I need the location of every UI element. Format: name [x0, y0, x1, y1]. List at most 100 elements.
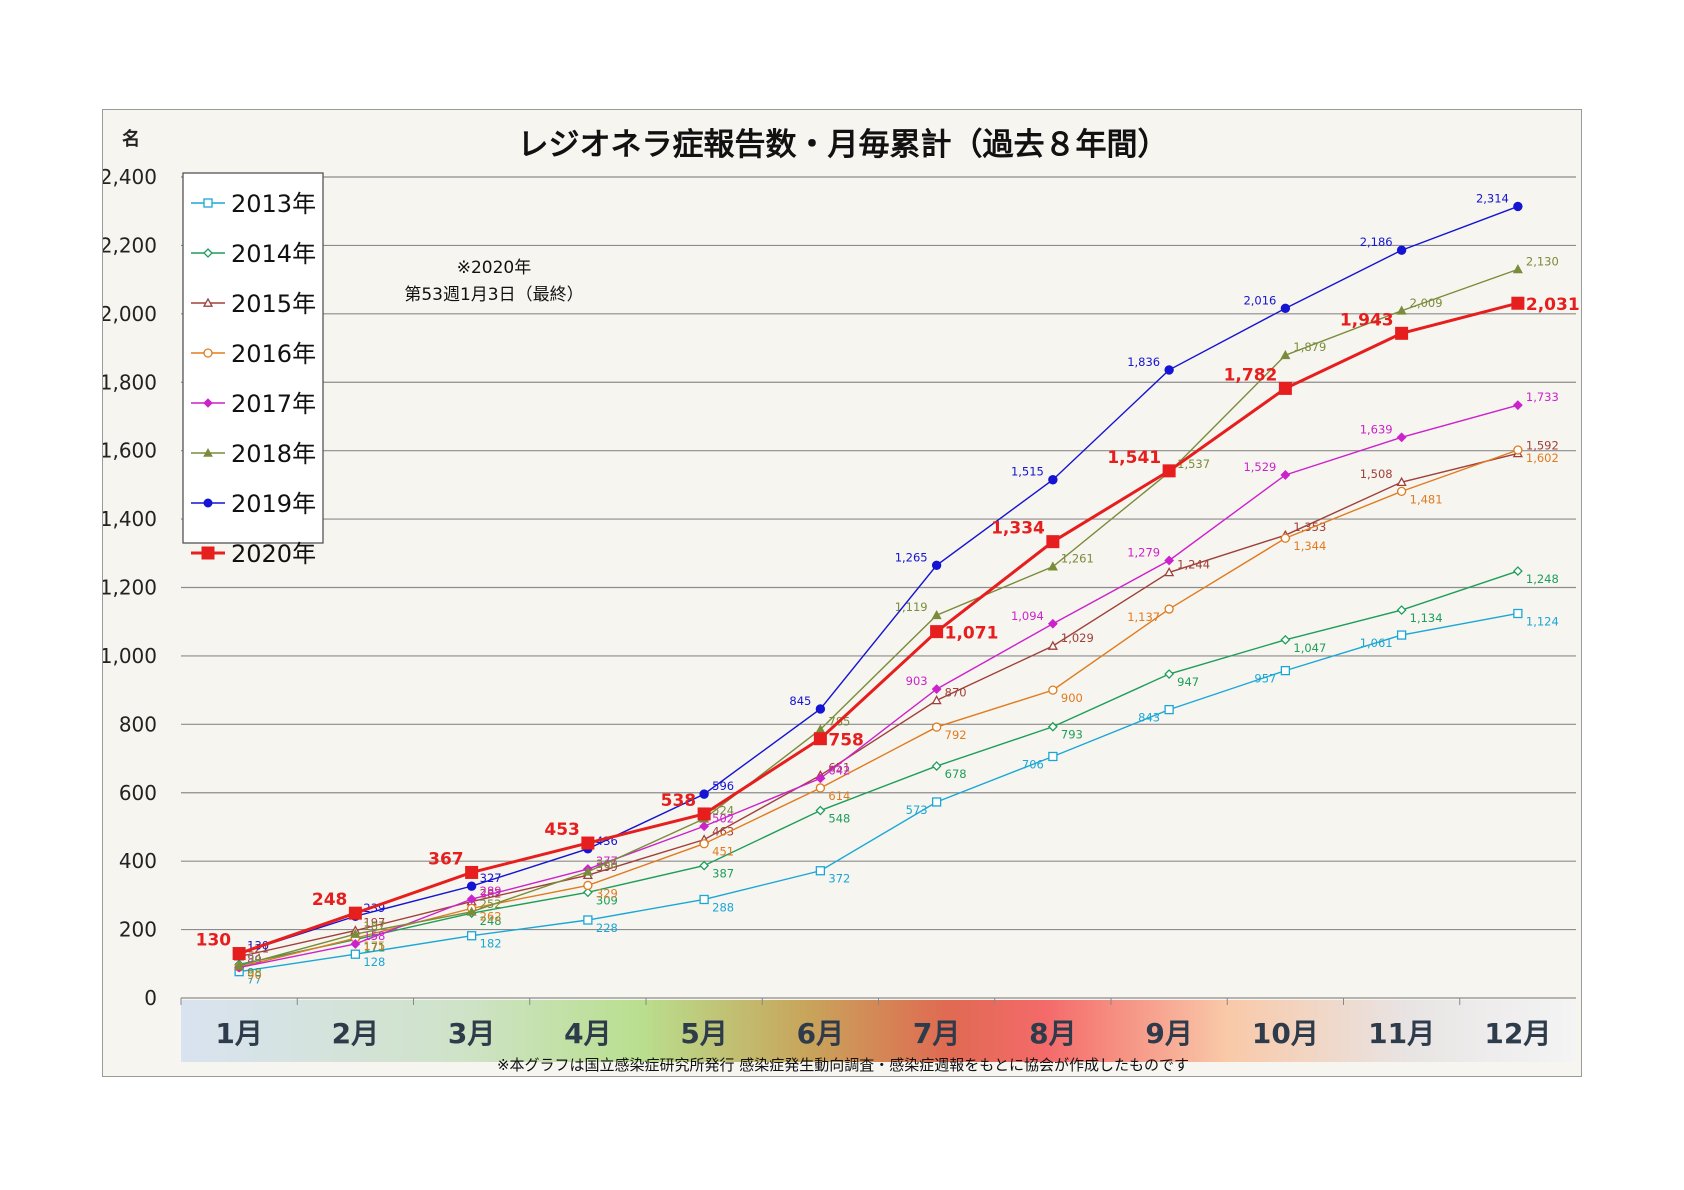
data-label: 1,071: [945, 624, 999, 644]
data-point: [815, 704, 826, 714]
data-label: 2,009: [1410, 296, 1443, 310]
data-label: 197: [363, 916, 385, 930]
data-point: [1280, 634, 1291, 645]
data-label: 98: [247, 965, 262, 979]
data-label: 1,061: [1360, 636, 1393, 650]
data-label: 1,279: [1127, 545, 1160, 559]
data-label: 614: [828, 789, 850, 803]
data-label: 651: [828, 760, 850, 774]
data-point: [1280, 533, 1291, 543]
data-label: 1,782: [1224, 365, 1278, 385]
data-point: [697, 807, 711, 821]
data-label: 262: [480, 909, 502, 923]
series-line: [238, 404, 1519, 969]
series-2016年: 90 175 262 329 451 614 792 900 1,137 1,344 1,481 1,…: [234, 445, 1559, 982]
series-2019年: 1302393274365968451,2651,5151,8362,0162,…: [234, 191, 1523, 959]
data-label: 1,515: [1011, 465, 1044, 479]
data-label: 182: [480, 937, 502, 951]
data-label: 903: [906, 674, 928, 688]
data-label: 1,592: [1526, 438, 1559, 452]
data-point: [1396, 605, 1407, 615]
series-line: [238, 570, 1519, 966]
note-line-1: ※2020年: [457, 258, 532, 278]
x-tick-label: 8月: [1029, 1017, 1076, 1050]
data-label: 1,508: [1360, 467, 1393, 481]
legend-swatch-marker: [203, 248, 213, 258]
series-2017年: 891582893775026429031,0941,2791,5291,639…: [234, 390, 1559, 973]
series-2015年: 1211972823594636518701,0291,2441,3531,50…: [234, 438, 1559, 961]
series-line: [239, 612, 1519, 973]
data-label: 1,119: [895, 600, 928, 614]
y-tick-label: 400: [119, 849, 157, 873]
data-point: [582, 887, 593, 898]
x-tick-label: 6月: [797, 1017, 844, 1050]
y-tick-label: 1,000: [103, 644, 157, 668]
series-2018年: 941872523695247851,1191,2611,5371,8792,0…: [234, 254, 1559, 970]
y-tick-label: 2,000: [103, 302, 157, 326]
data-point: [1396, 476, 1407, 486]
data-label: 706: [1022, 757, 1044, 771]
data-label: 228: [596, 921, 618, 935]
data-label: 845: [789, 694, 811, 708]
y-tick-label: 1,600: [103, 439, 157, 463]
data-point: [1047, 561, 1058, 571]
data-point: [232, 947, 246, 961]
legend-box: [182, 172, 324, 544]
data-point: [1164, 567, 1175, 577]
data-label: 843: [1138, 711, 1160, 725]
data-label: 2,016: [1243, 293, 1276, 307]
data-label: 171: [363, 941, 385, 955]
data-label: 1,124: [1526, 614, 1559, 628]
data-point: [699, 789, 709, 799]
data-label: 793: [1061, 728, 1083, 742]
data-label: 1,537: [1177, 457, 1210, 471]
series-line: [238, 268, 1519, 967]
series-2014年: 98 171 248 309 387 548 678 793 947 1,047 1,134 1,24…: [234, 566, 1559, 979]
x-tick-label: 5月: [680, 1017, 727, 1050]
chart-frame: レジオネラ症報告数・月毎累計（過去８年間） 名 0 200 400 600 800 1,000…: [102, 109, 1582, 1077]
data-point: [815, 783, 826, 793]
data-point: [581, 836, 595, 850]
data-label: 372: [828, 872, 850, 886]
data-point: [1164, 365, 1174, 375]
data-point: [465, 865, 479, 879]
data-point: [350, 928, 361, 938]
data-point: [813, 732, 827, 746]
data-point: [931, 761, 942, 771]
data-point: [582, 866, 593, 876]
data-point: [350, 949, 361, 959]
data-point: [1280, 470, 1291, 480]
data-point: [1048, 751, 1058, 762]
series-line: [238, 301, 1519, 955]
chart: レジオネラ症報告数・月毎累計（過去８年間） 名 0 200 400 600 800 1,000…: [103, 127, 1580, 1074]
data-point: [699, 839, 709, 849]
x-tick-label: 7月: [913, 1017, 960, 1050]
legend-label: 2020年: [231, 540, 316, 568]
data-point: [1164, 604, 1174, 614]
data-label: 1,733: [1526, 390, 1559, 404]
x-tick-label: 12月: [1484, 1017, 1551, 1050]
data-label: 288: [712, 900, 734, 914]
data-label: 502: [712, 811, 734, 825]
data-point: [466, 894, 477, 905]
data-point: [466, 906, 477, 916]
data-label: 1,047: [1293, 641, 1326, 655]
legend-swatch-marker: [201, 546, 215, 560]
data-label: 2,186: [1360, 235, 1393, 249]
data-label: 573: [906, 803, 928, 817]
data-label: 900: [1061, 691, 1083, 705]
data-point: [1512, 566, 1523, 576]
data-label: 678: [945, 767, 967, 781]
footnote: ※本グラフは国立感染症研究所発行 感染症発生動向調査・感染症週報をもとに協会が作…: [497, 1056, 1189, 1074]
legend-label: 2014年: [231, 240, 316, 268]
data-label: 463: [712, 825, 734, 839]
y-axis-unit: 名: [122, 128, 140, 150]
data-point: [583, 880, 593, 891]
legend-swatch-marker: [202, 297, 214, 307]
data-label: 1,481: [1410, 492, 1443, 506]
x-tick-label: 3月: [448, 1017, 495, 1050]
data-label: 1,244: [1177, 557, 1210, 571]
data-label: 248: [312, 890, 348, 910]
note-line-2: 第53週1月3日（最終）: [404, 285, 583, 305]
data-point: [1511, 296, 1525, 310]
